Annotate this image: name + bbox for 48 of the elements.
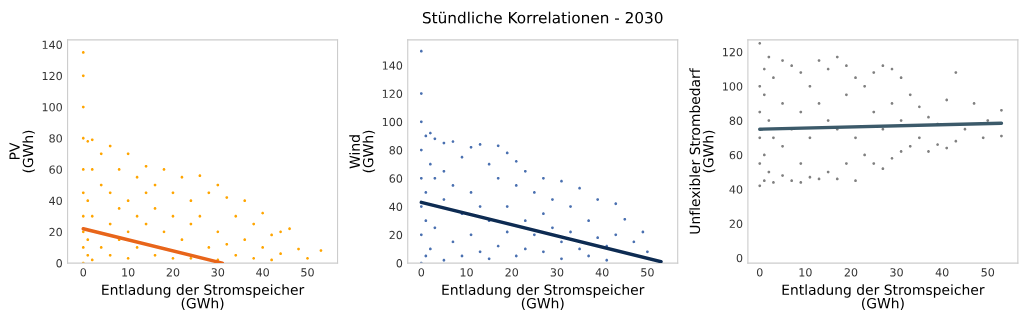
- x-tick-label: 10: [799, 268, 812, 277]
- y-tick-label: 100: [382, 117, 403, 127]
- y-tick-label: 20: [729, 219, 743, 228]
- y-axis-title: PV (GWh): [9, 130, 35, 173]
- y-tick-label: 120: [42, 71, 62, 81]
- x-tick-label: 40: [595, 268, 609, 277]
- y-tick-label: 120: [382, 89, 403, 98]
- x-tick-label: 20: [166, 268, 180, 277]
- y-tick-label: 80: [729, 116, 743, 125]
- x-tick-label: 50: [301, 268, 314, 277]
- y-tick-label: 140: [382, 61, 403, 70]
- y-tick-label: 120: [723, 47, 743, 57]
- x-tick-label: 30: [211, 268, 225, 277]
- x-tick-label: 50: [641, 268, 654, 277]
- x-axis-title: Entladung der Stromspeicher (GWh): [782, 284, 985, 311]
- x-tick-label: 30: [550, 268, 564, 277]
- y-tick-label: 60: [389, 174, 403, 183]
- x-tick-label: 10: [460, 268, 473, 277]
- y-tick-label: 0: [396, 259, 403, 268]
- x-tick-label: 20: [844, 268, 858, 277]
- y-tick-label: 60: [49, 165, 62, 174]
- x-tick-label: 0: [418, 268, 425, 277]
- x-axis-title: Entladung der Stromspeicher (GWh): [102, 284, 305, 311]
- y-axis-title: Wind (GWh): [349, 130, 376, 173]
- y-tick-label: 40: [49, 196, 62, 206]
- chart-title: Stündliche Korrelationen - 2030: [422, 11, 663, 24]
- y-tick-label: 40: [729, 185, 743, 194]
- y-tick-label: 140: [42, 40, 62, 49]
- y-tick-label: 100: [42, 103, 62, 112]
- y-tick-label: 60: [729, 150, 743, 160]
- x-tick-label: 0: [756, 268, 763, 277]
- x-tick-label: 30: [890, 268, 903, 277]
- x-tick-label: 40: [256, 268, 269, 277]
- x-axis-title: Entladung der Stromspeicher (GWh): [442, 284, 645, 311]
- x-tick-label: 10: [122, 268, 135, 277]
- y-tick-label: 80: [389, 146, 403, 155]
- x-tick-label: 40: [935, 268, 949, 277]
- x-tick-label: 0: [80, 268, 87, 277]
- y-tick-label: 100: [723, 82, 743, 91]
- y-tick-label: 20: [389, 230, 403, 240]
- y-axis-title: Unflexibler Strombedarf (GWh): [689, 68, 716, 234]
- y-tick-label: 80: [49, 134, 62, 143]
- x-tick-label: 20: [505, 268, 519, 277]
- y-tick-label: 40: [389, 202, 403, 211]
- y-tick-label: 20: [49, 227, 62, 237]
- x-tick-label: 50: [981, 268, 995, 277]
- y-tick-label: 0: [56, 259, 62, 268]
- y-tick-label: 0: [736, 253, 743, 263]
